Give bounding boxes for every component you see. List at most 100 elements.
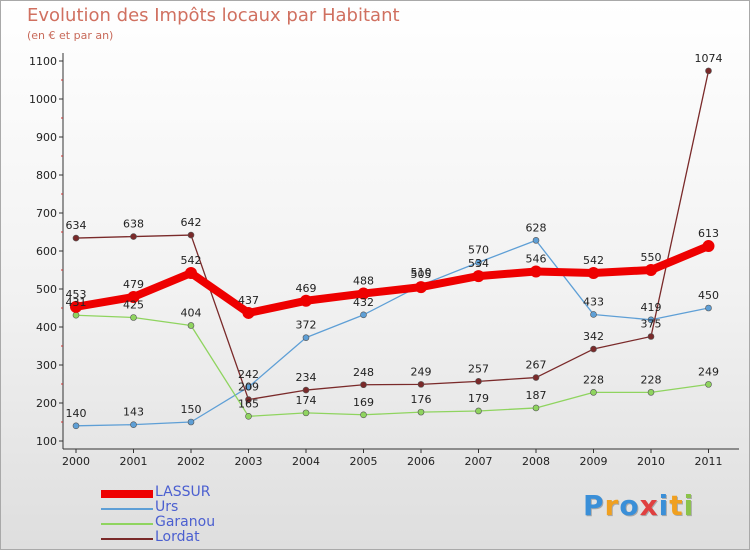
y-tick-label: 1100	[29, 55, 57, 68]
brand-logo: Proxiti	[583, 489, 694, 522]
legend-swatch	[101, 523, 153, 525]
x-tick-label: 2010	[637, 455, 665, 468]
legend-swatch	[101, 490, 153, 498]
data-point-lordat	[532, 374, 540, 381]
data-label-garanou: 228	[583, 373, 604, 386]
data-label-garanou: 249	[698, 365, 719, 378]
data-point-lordat	[647, 333, 655, 340]
y-tick-label: 800	[36, 169, 57, 182]
brand-letter: P	[583, 489, 605, 522]
y-tick-label: 100	[36, 435, 57, 448]
data-label-urs: 419	[641, 301, 662, 314]
y-tick-label: 600	[36, 245, 57, 258]
data-point-lassur	[645, 264, 657, 276]
data-point-lordat	[360, 381, 367, 389]
data-label-urs: 628	[526, 221, 547, 234]
brand-letter: x	[639, 489, 659, 522]
series-line-garanou	[75, 314, 709, 417]
data-label-urs: 570	[468, 243, 489, 256]
data-label-garanou: 179	[468, 392, 489, 405]
data-point-garanou	[590, 389, 597, 396]
data-point-garanou	[187, 322, 195, 329]
data-label-garanou: 169	[353, 396, 374, 409]
data-point-lordat	[590, 345, 597, 353]
data-label-urs: 140	[66, 407, 87, 420]
x-tick-label: 2000	[62, 455, 90, 468]
chart-title: Evolution des Impôts locaux par Habitant	[27, 5, 400, 26]
data-label-lassur: 479	[123, 278, 144, 291]
data-point-urs	[245, 383, 252, 391]
data-label-garanou: 187	[526, 389, 547, 402]
data-label-urs: 150	[181, 403, 202, 416]
data-point-urs	[360, 311, 367, 319]
y-tick-label: 1000	[29, 93, 57, 106]
x-tick-label: 2011	[695, 455, 723, 468]
data-point-urs	[590, 311, 597, 318]
data-point-garanou	[72, 311, 80, 319]
data-label-lordat: 634	[66, 219, 87, 232]
data-point-garanou	[302, 409, 310, 417]
data-label-lordat: 375	[641, 318, 662, 331]
data-point-urs	[72, 422, 80, 430]
data-point-urs	[302, 334, 310, 341]
data-point-lordat	[245, 396, 252, 403]
y-tick-label: 500	[36, 283, 57, 296]
data-point-garanou	[417, 408, 425, 416]
data-point-urs	[130, 421, 137, 428]
data-point-garanou	[130, 314, 137, 321]
data-point-lordat	[72, 234, 80, 242]
data-label-lassur: 437	[238, 294, 259, 307]
data-point-garanou	[245, 412, 252, 420]
legend-label: Garanou	[155, 514, 216, 530]
data-point-lassur	[415, 281, 427, 294]
data-label-garanou: 176	[411, 393, 432, 406]
series-line-lassur	[75, 242, 711, 317]
brand-letter: i	[683, 489, 695, 522]
data-label-garanou: 425	[123, 299, 144, 312]
data-label-lassur: 469	[296, 282, 317, 295]
data-label-lordat: 642	[181, 216, 202, 229]
x-tick-label: 2008	[522, 455, 550, 468]
data-label-urs: 143	[123, 406, 144, 419]
data-label-lassur: 542	[583, 254, 604, 267]
data-label-lassur: 453	[66, 288, 87, 301]
data-label-urs: 433	[583, 295, 604, 308]
data-label-lassur: 534	[468, 257, 489, 270]
data-label-lassur: 546	[526, 253, 547, 266]
data-label-lordat: 1074	[695, 52, 723, 65]
series-line-lordat	[75, 70, 710, 401]
x-tick-label: 2002	[177, 455, 205, 468]
brand-letter: o	[619, 489, 640, 522]
data-label-lordat: 249	[411, 365, 432, 378]
data-label-urs: 432	[353, 296, 374, 309]
y-tick-label: 900	[36, 131, 57, 144]
data-label-urs: 242	[238, 368, 259, 381]
data-point-urs	[187, 418, 195, 426]
data-label-urs: 510	[411, 266, 432, 279]
data-point-lassur	[472, 270, 485, 283]
data-label-garanou: 404	[181, 306, 202, 319]
data-label-lassur: 505	[411, 268, 432, 281]
x-tick-label: 2001	[120, 455, 148, 468]
data-point-garanou	[532, 404, 540, 412]
data-point-garanou	[647, 389, 655, 396]
brand-letter: t	[669, 489, 684, 522]
data-label-urs: 372	[296, 319, 317, 332]
brand-letter: i	[658, 489, 670, 522]
data-point-lassur	[127, 290, 140, 303]
x-tick-label: 2005	[350, 455, 378, 468]
legend-swatch	[101, 538, 153, 540]
data-point-urs	[475, 259, 482, 266]
data-point-garanou	[360, 411, 367, 419]
data-point-lordat	[475, 378, 482, 385]
x-tick-label: 2004	[292, 455, 320, 468]
data-label-urs: 450	[698, 289, 719, 302]
data-label-lordat: 257	[468, 362, 489, 375]
data-label-lordat: 342	[583, 330, 604, 343]
legend-swatch	[101, 508, 153, 510]
data-point-urs	[705, 304, 712, 312]
y-tick-label: 200	[36, 397, 57, 410]
data-point-lassur	[70, 300, 82, 313]
